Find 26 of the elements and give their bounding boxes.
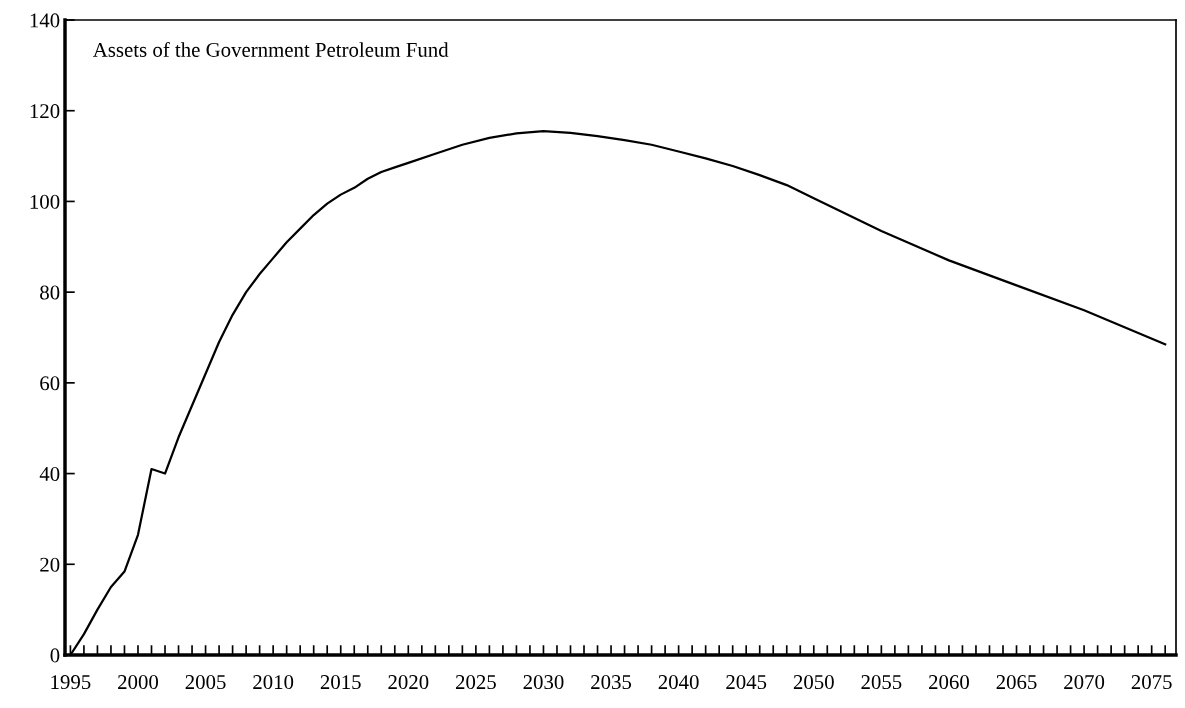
x-tick-label: 2015 bbox=[320, 675, 361, 690]
x-tick-label: 2005 bbox=[185, 675, 226, 690]
x-tick-label: 1995 bbox=[51, 675, 91, 690]
x-tick-label: 2055 bbox=[861, 675, 902, 690]
y-tick-label: 0 bbox=[50, 648, 60, 663]
y-tick-label: 20 bbox=[40, 557, 60, 572]
y-tick-label: 100 bbox=[30, 194, 60, 209]
x-tick-label: 2040 bbox=[658, 675, 699, 690]
x-tick-label: 2065 bbox=[996, 675, 1037, 690]
y-tick-label: 40 bbox=[39, 466, 60, 481]
x-tick-label: 2000 bbox=[118, 675, 159, 690]
y-tick-label: 140 bbox=[30, 13, 60, 28]
x-tick-label: 2030 bbox=[523, 675, 564, 690]
x-tick-label: 2075 bbox=[1131, 675, 1172, 690]
x-tick-label: 2035 bbox=[591, 675, 632, 690]
x-tick-label: 2020 bbox=[388, 675, 429, 690]
x-tick-label: 2045 bbox=[726, 675, 767, 690]
text: Assets of the Government Petroleum Fund bbox=[92, 42, 449, 57]
x-tick-label: 2025 bbox=[455, 675, 496, 690]
x-tick-label: 2050 bbox=[793, 675, 834, 690]
x-tick-label: 2070 bbox=[1064, 675, 1105, 690]
y-tick-label: 80 bbox=[40, 285, 60, 300]
y-tick-label: 120 bbox=[30, 104, 60, 119]
x-tick-label: 2060 bbox=[929, 675, 969, 690]
x-tick-label: 2010 bbox=[253, 675, 294, 690]
y-tick-label: 60 bbox=[40, 376, 60, 391]
